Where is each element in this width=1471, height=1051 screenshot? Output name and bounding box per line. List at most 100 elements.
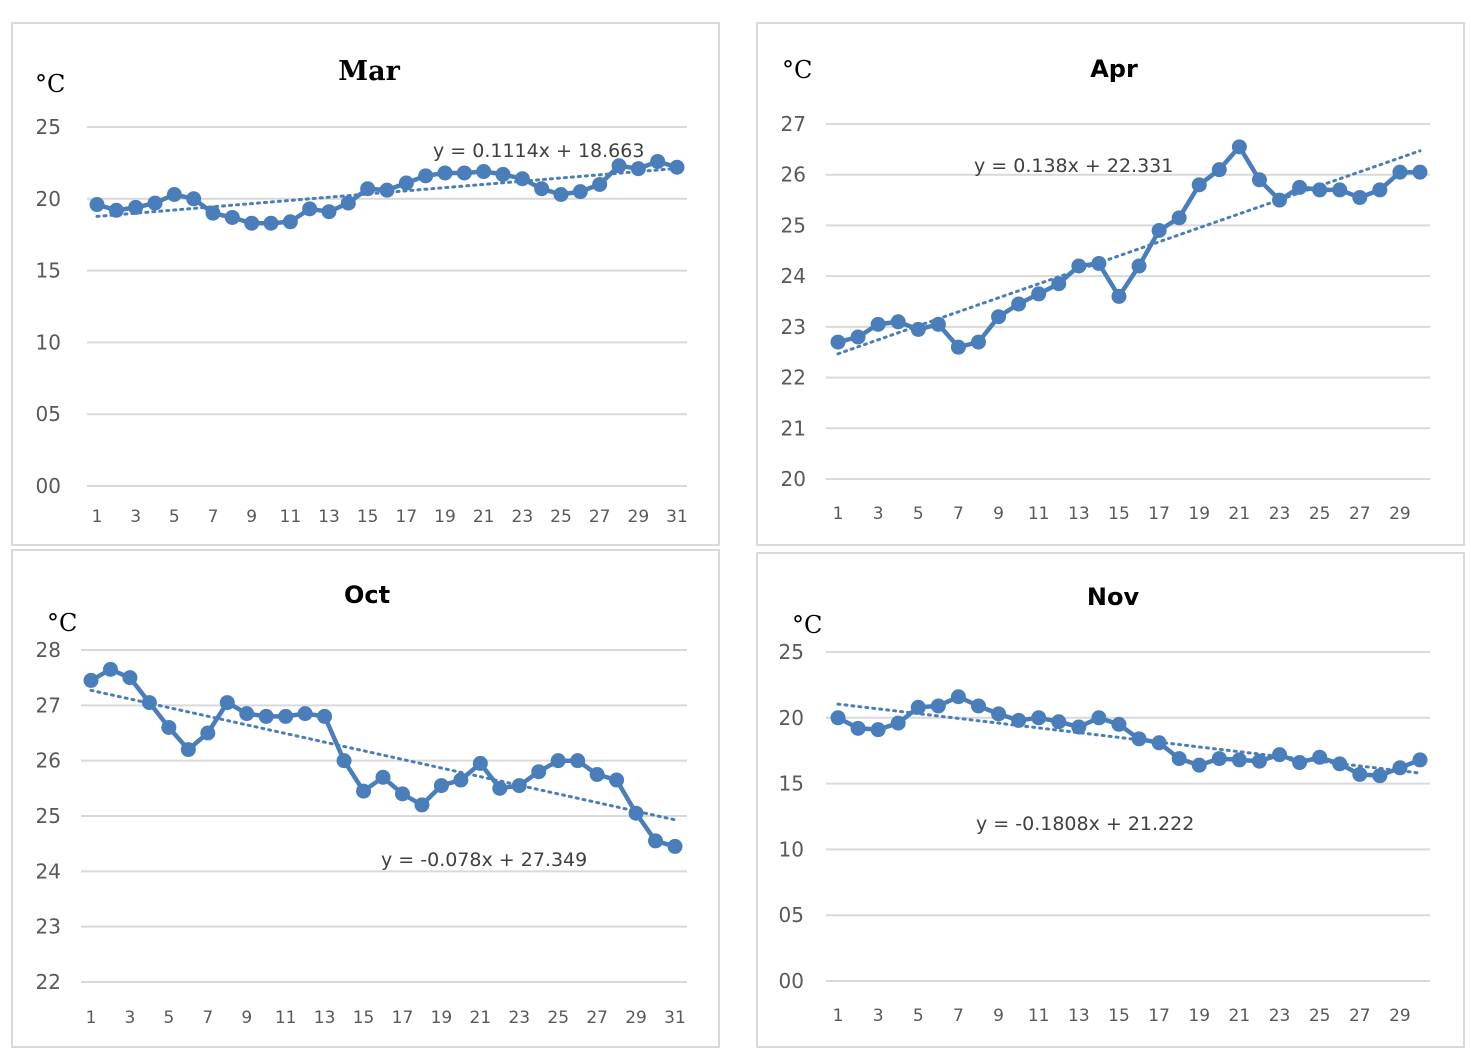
data-point-apr-21 [1231, 139, 1247, 155]
data-point-mar-23 [514, 171, 530, 187]
y-axis-unit-mar: °C [35, 70, 65, 98]
data-point-oct-25 [550, 753, 566, 769]
data-point-oct-23 [511, 778, 527, 794]
data-point-mar-17 [398, 175, 414, 191]
data-point-nov-3 [870, 722, 886, 738]
data-point-mar-28 [611, 158, 627, 174]
y-tick-mar-20: 20 [36, 187, 61, 211]
x-tick-apr-23: 23 [1269, 504, 1291, 524]
data-point-apr-2 [850, 329, 866, 345]
data-point-mar-15 [360, 181, 376, 197]
x-tick-apr-1: 1 [833, 504, 844, 524]
data-point-apr-3 [870, 316, 886, 332]
x-tick-nov-29: 29 [1389, 1006, 1411, 1026]
y-tick-oct-25: 25 [36, 804, 61, 828]
data-point-oct-3 [122, 670, 138, 686]
chart-panel-apr: Apr °C 20 21 22 23 24 25 26 27 1 3 5 7 9 11 13 15 17 19 21 23… [756, 22, 1465, 546]
x-tick-apr-27: 27 [1349, 504, 1371, 524]
x-tick-oct-5: 5 [163, 1008, 174, 1028]
x-tick-mar-15: 15 [357, 507, 379, 527]
data-point-oct-24 [531, 764, 547, 780]
data-point-apr-7 [950, 339, 966, 355]
y-tick-oct-27: 27 [36, 693, 61, 717]
x-tick-oct-9: 9 [241, 1008, 252, 1028]
x-tick-mar-1: 1 [92, 507, 103, 527]
x-tick-mar-25: 25 [550, 507, 572, 527]
data-point-nov-23 [1272, 747, 1288, 763]
x-tick-nov-19: 19 [1188, 1006, 1210, 1026]
data-point-mar-27 [592, 176, 608, 192]
data-point-apr-4 [890, 314, 906, 330]
x-tick-nov-27: 27 [1349, 1006, 1371, 1026]
data-point-apr-8 [970, 334, 986, 350]
data-point-nov-30 [1412, 752, 1428, 768]
data-point-nov-11 [1031, 710, 1047, 726]
data-point-nov-24 [1292, 755, 1308, 771]
x-tick-nov-9: 9 [993, 1006, 1004, 1026]
y-tick-apr-24: 24 [781, 264, 806, 288]
data-point-mar-10 [263, 215, 279, 231]
x-tick-apr-19: 19 [1188, 504, 1210, 524]
x-tick-oct-21: 21 [470, 1008, 492, 1028]
x-tick-mar-17: 17 [396, 507, 418, 527]
data-point-mar-18 [418, 168, 434, 184]
y-axis-unit-oct: °C [47, 609, 77, 637]
y-tick-apr-22: 22 [781, 366, 806, 390]
data-point-mar-31 [669, 159, 685, 175]
data-point-mar-24 [534, 181, 550, 197]
y-tick-mar-10: 10 [36, 330, 61, 354]
x-tick-mar-5: 5 [169, 507, 180, 527]
data-point-nov-9 [991, 706, 1007, 722]
y-tick-apr-23: 23 [781, 315, 806, 339]
data-point-nov-21 [1231, 752, 1247, 768]
data-point-apr-12 [1051, 276, 1067, 292]
data-point-apr-13 [1071, 258, 1087, 274]
y-tick-mar-15: 15 [36, 259, 61, 283]
trendline-equation-nov: y = -0.1808x + 21.222 [976, 813, 1194, 835]
data-point-oct-12 [297, 706, 313, 722]
data-point-mar-21 [476, 164, 492, 180]
data-point-apr-27 [1352, 190, 1368, 206]
data-point-nov-22 [1251, 753, 1267, 769]
data-point-mar-11 [282, 214, 298, 230]
data-point-oct-16 [375, 769, 391, 785]
trendline-oct [89, 688, 677, 822]
data-point-oct-2 [102, 661, 118, 677]
series-line-oct [89, 667, 676, 849]
data-point-oct-17 [394, 786, 410, 802]
y-axis-unit-apr: °C [782, 56, 812, 84]
data-point-mar-30 [650, 153, 666, 169]
data-point-mar-14 [340, 195, 356, 211]
trendline-equation-mar: y = 0.1114x + 18.663 [433, 140, 644, 162]
data-point-oct-9 [239, 706, 255, 722]
x-tick-mar-31: 31 [666, 507, 688, 527]
data-point-mar-2 [108, 202, 124, 218]
x-tick-oct-23: 23 [508, 1008, 530, 1028]
x-tick-nov-7: 7 [953, 1006, 964, 1026]
data-point-oct-18 [414, 797, 430, 813]
x-tick-oct-3: 3 [125, 1008, 136, 1028]
x-tick-nov-15: 15 [1108, 1006, 1130, 1026]
data-point-nov-26 [1332, 756, 1348, 772]
x-tick-apr-7: 7 [953, 504, 964, 524]
y-tick-nov-20: 20 [779, 706, 804, 730]
data-point-oct-21 [472, 755, 488, 771]
y-tick-oct-24: 24 [36, 859, 61, 883]
data-point-apr-15 [1111, 288, 1127, 304]
data-point-mar-6 [186, 191, 202, 207]
x-tick-mar-21: 21 [473, 507, 495, 527]
x-tick-apr-15: 15 [1108, 504, 1130, 524]
data-point-oct-22 [492, 780, 508, 796]
x-tick-apr-29: 29 [1389, 504, 1411, 524]
x-tick-mar-19: 19 [434, 507, 456, 527]
y-tick-oct-28: 28 [36, 638, 61, 662]
data-point-oct-14 [336, 753, 352, 769]
y-tick-apr-27: 27 [781, 112, 806, 136]
x-tick-oct-17: 17 [392, 1008, 414, 1028]
data-point-mar-13 [321, 204, 337, 220]
data-point-oct-4 [141, 695, 157, 711]
trendline-nov [836, 702, 1422, 775]
data-point-nov-20 [1211, 751, 1227, 767]
